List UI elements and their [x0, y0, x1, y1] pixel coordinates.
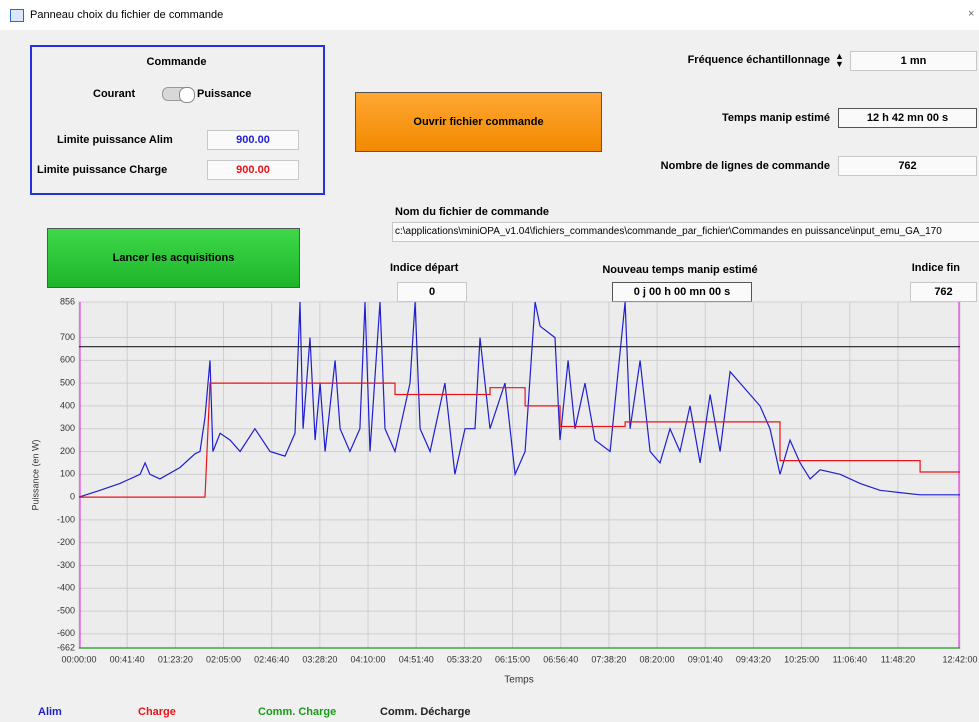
- spinner[interactable]: ▲ ▼: [835, 51, 844, 69]
- series-line: [78, 301, 960, 498]
- x-tick-label: 06:56:40: [543, 654, 578, 664]
- legend-entry: Alim: [38, 706, 62, 718]
- y-tick-label: -600: [57, 628, 75, 638]
- x-tick-label: 12:42:00: [942, 654, 977, 664]
- start-button[interactable]: Lancer les acquisitions: [47, 228, 300, 288]
- y-axis-label: Puissance (en W): [30, 439, 40, 510]
- x-axis-label: Temps: [504, 675, 533, 686]
- y-tick-label: 600: [60, 355, 75, 365]
- y-tick-label: 0: [70, 491, 75, 501]
- y-tick-label: 700: [60, 332, 75, 342]
- plot-area: [78, 301, 961, 649]
- commande-panel: [30, 45, 325, 195]
- toggle-knob: [179, 87, 195, 103]
- field-label: Temps manip estimé: [722, 112, 830, 124]
- x-tick-label: 00:41:40: [110, 654, 145, 664]
- field-label: Nombre de lignes de commande: [660, 160, 830, 172]
- field-label: Indice fin: [911, 262, 960, 274]
- option-label: Courant: [93, 88, 136, 100]
- y-tick-label: 300: [60, 423, 75, 433]
- legend-entry: Charge: [138, 706, 176, 718]
- x-tick-label: 11:48:20: [881, 654, 915, 664]
- y-tick-label: 400: [60, 400, 75, 410]
- field-label: Indice départ: [390, 262, 459, 274]
- field-label: Nom du fichier de commande: [395, 206, 550, 218]
- x-tick-label: 06:15:00: [495, 654, 530, 664]
- x-tick-label: 07:38:20: [591, 654, 626, 664]
- toggle-switch[interactable]: [162, 87, 195, 103]
- open-button[interactable]: Ouvrir fichier commande: [355, 92, 602, 152]
- y-tick-label: -500: [57, 605, 75, 615]
- legend-entry: Comm. Décharge: [380, 706, 470, 718]
- frequency-field[interactable]: 1 mn: [850, 51, 977, 71]
- y-tick-label: 200: [60, 446, 75, 456]
- x-tick-label: 00:00:00: [61, 654, 96, 664]
- x-tick-label: 09:01:40: [688, 654, 723, 664]
- new-duration-field: 0 j 00 h 00 mn 00 s: [612, 282, 752, 302]
- y-tick-label: 856: [60, 296, 75, 306]
- field-label: Fréquence échantillonnage: [687, 54, 830, 66]
- window-title: Panneau choix du fichier de commande: [30, 9, 224, 21]
- x-tick-label: 10:25:00: [784, 654, 819, 664]
- y-tick-label: -200: [57, 537, 75, 547]
- y-tick-label: 100: [60, 469, 75, 479]
- close-button[interactable]: ×: [968, 8, 975, 20]
- limit-field[interactable]: 900.00: [207, 160, 299, 180]
- x-tick-label: 04:10:00: [351, 654, 386, 664]
- x-tick-label: 11:06:40: [833, 654, 867, 664]
- x-tick-label: 02:46:40: [254, 654, 289, 664]
- limit-label: Limite puissance Alim: [57, 134, 173, 146]
- duration-field: 12 h 42 mn 00 s: [838, 108, 977, 128]
- limit-label: Limite puissance Charge: [37, 164, 168, 176]
- y-tick-label: -400: [57, 583, 75, 593]
- file-field[interactable]: c:\applications\miniOPA_v1.04\fichiers_c…: [392, 222, 979, 242]
- chart: Puissance (en W) Temps 856 700 600 500 400 30…: [30, 296, 977, 718]
- x-tick-label: 09:43:20: [736, 654, 771, 664]
- window-icon: [10, 9, 24, 22]
- y-tick-label: -100: [57, 514, 75, 524]
- x-tick-label: 05:33:20: [447, 654, 482, 664]
- x-tick-label: 08:20:00: [640, 654, 675, 664]
- lines-field: 762: [838, 156, 977, 176]
- x-tick-label: 03:28:20: [302, 654, 337, 664]
- title-bar: Panneau choix du fichier de commande ×: [0, 0, 979, 30]
- series-line: [79, 382, 960, 498]
- legend-entry: Comm. Charge: [258, 706, 336, 718]
- x-tick-label: 02:05:00: [206, 654, 241, 664]
- option-label: Puissance: [197, 88, 252, 100]
- limit-field[interactable]: 900.00: [207, 130, 299, 150]
- y-tick-label: -300: [57, 560, 75, 570]
- y-tick-label: 500: [60, 378, 75, 388]
- end-index-field[interactable]: 762: [910, 282, 977, 302]
- y-tick-label: -662: [57, 642, 75, 652]
- field-label: Nouveau temps manip estimé: [602, 264, 758, 276]
- x-tick-label: 01:23:20: [158, 654, 193, 664]
- commande-title: Commande: [146, 56, 207, 68]
- x-tick-label: 04:51:40: [399, 654, 434, 664]
